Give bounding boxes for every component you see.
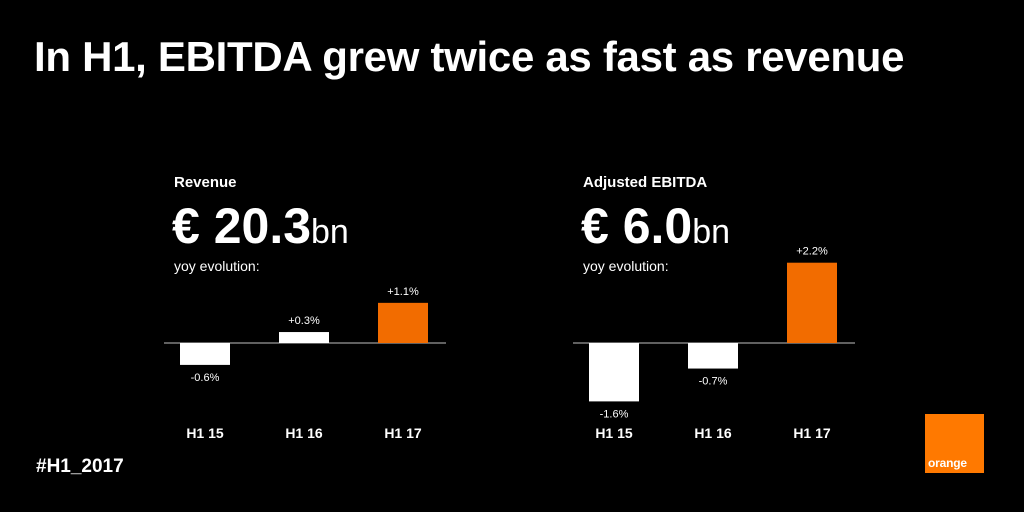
bar-h1-17 xyxy=(378,302,428,343)
revenue-chart: -0.6% H1 15 +0.3% H1 16 +1.1% H1 17 xyxy=(164,286,446,441)
bar-h1-15 xyxy=(589,343,639,402)
data-label: +2.2% xyxy=(796,246,828,258)
category-label: H1 17 xyxy=(793,425,831,441)
data-label: +1.1% xyxy=(387,286,419,298)
ebitda-panel: Adjusted EBITDA € 6.0bn yoy evolution: -… xyxy=(573,172,873,452)
category-label: H1 15 xyxy=(595,425,633,441)
revenue-panel: Revenue € 20.3bn yoy evolution: -0.6% H1 … xyxy=(164,172,464,452)
logo-text: orange xyxy=(928,456,967,470)
bar-h1-16 xyxy=(688,343,738,369)
panel-subtitle: yoy evolution: xyxy=(174,258,260,274)
data-label: +0.3% xyxy=(288,315,320,327)
data-label: -1.6% xyxy=(600,408,629,420)
panel-value: € 6.0bn xyxy=(581,196,730,262)
bar-h1-16 xyxy=(279,332,329,343)
panel-value: € 20.3bn xyxy=(172,196,349,262)
value-amount: € 6.0 xyxy=(581,198,693,254)
data-label: -0.6% xyxy=(191,372,220,384)
value-amount: € 20.3 xyxy=(172,198,312,254)
bar-h1-15 xyxy=(180,343,230,365)
category-label: H1 15 xyxy=(186,425,224,441)
bar-h1-17 xyxy=(787,262,837,343)
data-label: -0.7% xyxy=(699,376,728,388)
category-label: H1 17 xyxy=(384,425,422,441)
panel-subtitle: yoy evolution: xyxy=(583,258,669,274)
orange-logo: orange xyxy=(925,414,984,473)
ebitda-chart: -1.6% H1 15 -0.7% H1 16 +2.2% H1 17 xyxy=(573,246,855,441)
panel-label: Adjusted EBITDA xyxy=(583,174,708,191)
value-unit: bn xyxy=(692,213,731,251)
category-label: H1 16 xyxy=(285,425,323,441)
page-title: In H1, EBITDA grew twice as fast as reve… xyxy=(34,33,905,80)
panel-label: Revenue xyxy=(174,174,237,191)
value-unit: bn xyxy=(311,213,349,251)
hashtag: #H1_2017 xyxy=(36,456,124,477)
category-label: H1 16 xyxy=(694,425,732,441)
